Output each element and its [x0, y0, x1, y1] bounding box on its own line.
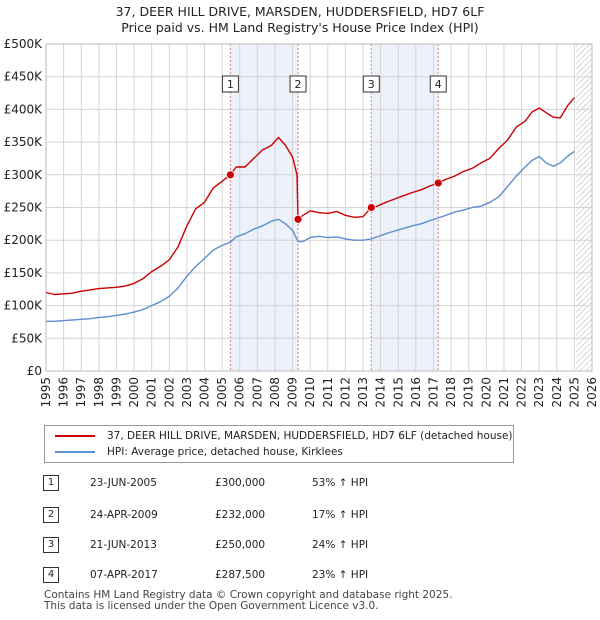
- sale-badge: 4: [43, 567, 59, 583]
- sale-number-label: 4: [435, 78, 442, 91]
- x-tick-label: 2002: [162, 377, 176, 408]
- legend-item-hpi: HPI: Average price, detached house, Kirk…: [55, 444, 343, 460]
- sale-number-box: [362, 75, 380, 93]
- sale-price: £300,000: [215, 477, 266, 489]
- series-line-hpi: [46, 150, 575, 322]
- sale-number-box: [221, 75, 239, 93]
- x-tick-label: 2004: [198, 377, 212, 408]
- sale-number-label: 2: [295, 78, 302, 91]
- sale-point: [293, 214, 303, 224]
- sale-price: £232,000: [215, 509, 266, 521]
- y-tick-label: £50K: [11, 331, 43, 345]
- x-tick-label: 2025: [567, 377, 581, 408]
- chart-subtitle: Price paid vs. HM Land Registry's House …: [121, 20, 479, 35]
- y-tick-label: £350K: [4, 135, 44, 149]
- y-tick-label: £0: [27, 364, 42, 378]
- x-tick-label: 1995: [39, 377, 53, 408]
- x-tick-label: 2022: [515, 377, 529, 408]
- table-row: 1 23-JUN-2005 £300,000 53% ↑ HPI: [0, 475, 600, 493]
- x-tick-label: 2026: [585, 377, 599, 408]
- x-tick-label: 2001: [145, 377, 159, 408]
- x-tick-label: 2011: [321, 377, 335, 408]
- sale-price: £287,500: [215, 569, 266, 581]
- legend-item-property: 37, DEER HILL DRIVE, MARSDEN, HUDDERSFIE…: [55, 428, 513, 444]
- x-tick-label: 2006: [233, 377, 247, 408]
- sale-date: 21-JUN-2013: [90, 539, 157, 551]
- sale-badge: 1: [43, 475, 59, 491]
- sale-number-box: [289, 75, 307, 93]
- chart-title: 37, DEER HILL DRIVE, MARSDEN, HUDDERSFIE…: [115, 4, 485, 19]
- x-tick-label: 2010: [303, 377, 317, 408]
- x-tick-label: 1999: [109, 377, 123, 408]
- x-tick-label: 2018: [444, 377, 458, 408]
- y-tick-label: £150K: [4, 266, 44, 280]
- legend-swatch-hpi: [55, 451, 95, 453]
- x-tick-label: 2021: [497, 377, 511, 408]
- price-chart: £0 £50K £100K £150K £200K £250K £300K £350K £400…: [4, 37, 599, 408]
- x-tick-label: 2007: [250, 377, 264, 408]
- sale-point: [366, 203, 376, 212]
- sale-number-box: [429, 75, 447, 93]
- x-tick-label: 2005: [215, 377, 229, 408]
- y-tick-label: £100K: [4, 299, 44, 313]
- y-tick-label: £300K: [4, 168, 44, 182]
- x-tick-label: 2015: [391, 377, 405, 408]
- sale-point: [433, 178, 443, 188]
- sale-date: 07-APR-2017: [90, 569, 158, 581]
- sale-badge: 3: [43, 537, 59, 553]
- sale-date: 23-JUN-2005: [90, 477, 157, 489]
- legend-label-property: 37, DEER HILL DRIVE, MARSDEN, HUDDERSFIE…: [107, 430, 513, 442]
- y-tick-label: £400K: [4, 102, 44, 116]
- sale-number-label: 1: [227, 78, 234, 91]
- x-tick-label: 1996: [57, 377, 71, 408]
- x-tick-label: 2017: [426, 377, 440, 408]
- sale-hpi-change: 24% ↑ HPI: [312, 539, 369, 551]
- footer-licence: This data is licensed under the Open Gov…: [44, 600, 379, 612]
- x-tick-label: 2016: [409, 377, 423, 408]
- footer: Contains HM Land Registry data © Crown c…: [44, 590, 452, 612]
- plot-frame: [45, 43, 593, 372]
- sale-price: £250,000: [215, 539, 266, 551]
- y-tick-label: £450K: [4, 70, 44, 84]
- sale-date: 24-APR-2009: [90, 509, 158, 521]
- x-tick-label: 1997: [74, 377, 88, 408]
- sale-point: [226, 170, 235, 180]
- table-row: 3 21-JUN-2013 £250,000 24% ↑ HPI: [0, 537, 600, 555]
- y-tick-label: £500K: [4, 37, 44, 51]
- x-tick-label: 2014: [374, 377, 388, 408]
- table-row: 2 24-APR-2009 £232,000 17% ↑ HPI: [0, 507, 600, 525]
- x-tick-label: 2020: [479, 377, 493, 408]
- legend: 37, DEER HILL DRIVE, MARSDEN, HUDDERSFIE…: [44, 425, 514, 463]
- x-tick-label: 2008: [268, 377, 282, 408]
- x-tick-label: 2013: [356, 377, 370, 408]
- series-line-property: [45, 97, 575, 296]
- footer-copyright: Contains HM Land Registry data © Crown c…: [44, 589, 453, 601]
- y-tick-label: £200K: [4, 233, 44, 247]
- x-tick-label: 2023: [532, 377, 546, 408]
- x-tick-label: 2000: [127, 377, 141, 408]
- y-tick-label: £250K: [4, 201, 44, 215]
- table-row: 4 07-APR-2017 £287,500 23% ↑ HPI: [0, 567, 600, 585]
- x-tick-label: 2019: [462, 377, 476, 408]
- sale-badge: 2: [43, 507, 59, 523]
- legend-label-hpi: HPI: Average price, detached house, Kirk…: [107, 446, 343, 458]
- legend-swatch-property: [55, 435, 95, 437]
- x-tick-label: 1998: [92, 377, 106, 408]
- x-tick-label: 2012: [338, 377, 352, 408]
- x-tick-label: 2003: [180, 377, 194, 408]
- sale-hpi-change: 53% ↑ HPI: [312, 477, 369, 489]
- sale-number-label: 3: [368, 78, 375, 91]
- sale-hpi-change: 23% ↑ HPI: [312, 569, 369, 581]
- x-tick-label: 2009: [286, 377, 300, 408]
- x-tick-label: 2024: [550, 377, 564, 408]
- sale-hpi-change: 17% ↑ HPI: [312, 509, 369, 521]
